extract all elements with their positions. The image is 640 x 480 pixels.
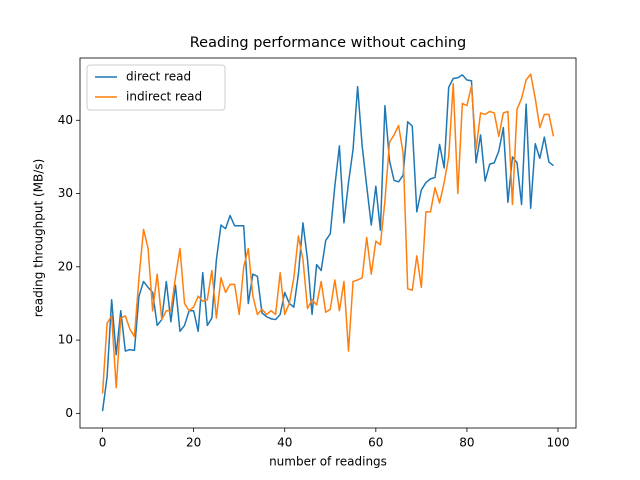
- plot-frame: [79, 57, 577, 429]
- y-tick-label: 10: [58, 333, 73, 347]
- x-tick-label: 20: [186, 436, 201, 450]
- legend-label: direct read: [126, 70, 191, 84]
- chart-title: Reading performance without caching: [190, 35, 467, 51]
- y-tick-label: 30: [58, 186, 73, 200]
- x-tick-label: 40: [277, 436, 292, 450]
- x-tick-label: 0: [99, 436, 107, 450]
- x-tick-label: 60: [368, 436, 383, 450]
- legend-label: indirect read: [126, 90, 202, 104]
- y-axis-label: reading throughput (MB/s): [32, 159, 46, 318]
- x-tick-label: 80: [459, 436, 474, 450]
- legend-box: [86, 64, 226, 111]
- y-tick-label: 0: [65, 406, 73, 420]
- x-tick-label: 100: [547, 436, 570, 450]
- x-axis-label: number of readings: [269, 455, 387, 469]
- data-line: [101, 74, 554, 412]
- data-line: [101, 73, 555, 394]
- y-tick-label: 40: [58, 113, 73, 127]
- y-tick-label: 20: [58, 259, 73, 273]
